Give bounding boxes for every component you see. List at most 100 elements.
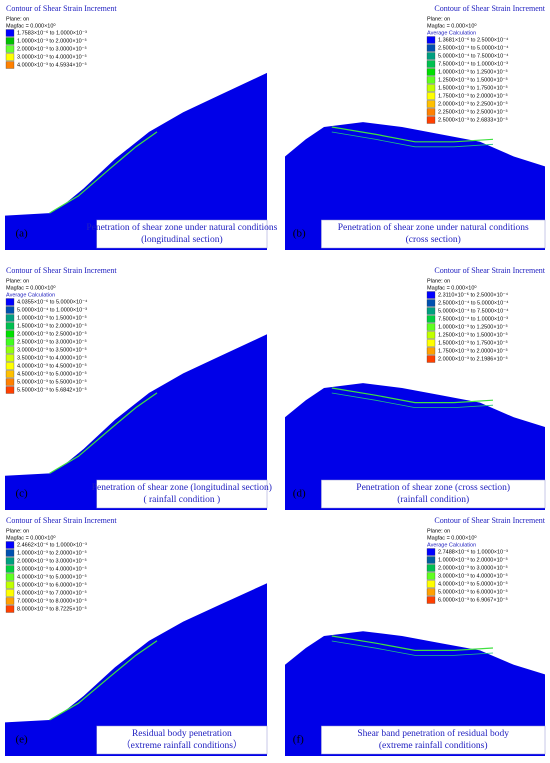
legend-header: Contour of Shear Strain Increment xyxy=(6,4,117,13)
legend-header: Contour of Shear Strain Increment xyxy=(434,516,545,525)
caption-line: ( rainfall condition ) xyxy=(143,494,220,505)
panel-label: (d) xyxy=(293,488,306,500)
caption-line: Residual body penetration xyxy=(132,729,232,739)
caption-line: (rainfall condition) xyxy=(397,494,469,505)
caption-line: (extreme rainfall conditions) xyxy=(379,740,488,751)
legend-entry: 2.5000×10⁻⁴ to 5.0000×10⁻⁴ xyxy=(438,299,509,306)
legend-entry: 2.0000×10⁻³ to 2.5000×10⁻³ xyxy=(17,331,87,337)
legend-swatch xyxy=(426,347,436,355)
legend-entry: 2.2500×10⁻³ to 2.5000×10⁻³ xyxy=(438,109,508,115)
panel: Contour of Shear Strain Increment Plane: … xyxy=(5,266,272,510)
caption-line: （extreme rainfall conditions） xyxy=(121,739,242,751)
legend-swatch xyxy=(5,322,15,330)
legend-swatch xyxy=(426,588,436,596)
legend-entry: 2.5000×10⁻⁴ to 5.0000×10⁻⁴ xyxy=(438,44,509,51)
magfac-info: Magfac = 0.000×10⁰ xyxy=(427,534,477,541)
legend-entry: 3.0000×10⁻³ to 3.5000×10⁻³ xyxy=(17,347,87,353)
legend-entry: 5.0000×10⁻⁴ to 7.5000×10⁻⁴ xyxy=(438,52,509,59)
legend-swatch xyxy=(426,291,436,299)
legend-entry: 1.5000×10⁻³ to 1.7500×10⁻³ xyxy=(438,85,508,91)
caption-line: Penetration of shear zone (cross section… xyxy=(356,482,510,493)
legend-entry: 2.0000×10⁻³ to 2.2500×10⁻³ xyxy=(438,101,508,107)
caption-line: Penetration of shear zone under natural … xyxy=(86,222,277,233)
legend-swatch xyxy=(5,362,15,370)
caption-box xyxy=(96,725,268,755)
legend-swatch xyxy=(5,346,15,354)
panel: Contour of Shear Strain Increment Plane: … xyxy=(285,4,546,250)
legend-entry: 1.7500×10⁻³ to 2.0000×10⁻³ xyxy=(438,93,508,99)
caption-line: Penetration of shear zone (longitudinal … xyxy=(92,482,272,493)
legend-entry: 2.5000×10⁻³ to 2.6833×10⁻³ xyxy=(438,117,508,123)
legend-entry: 7.0000×10⁻³ to 8.0000×10⁻³ xyxy=(17,598,87,604)
legend-swatch xyxy=(5,573,15,581)
legend-swatch xyxy=(5,589,15,597)
caption-box xyxy=(96,219,268,249)
legend-entry: 5.0000×10⁻³ to 6.0000×10⁻³ xyxy=(17,582,87,588)
legend-swatch xyxy=(426,307,436,315)
legend-swatch xyxy=(426,299,436,307)
legend-swatch xyxy=(5,605,15,613)
legend-entry: 2.0000×10⁻³ to 3.0000×10⁻³ xyxy=(17,46,87,52)
shear-band xyxy=(331,126,494,143)
legend-entry: 5.5000×10⁻³ to 5.6842×10⁻³ xyxy=(17,387,87,393)
legend-swatch xyxy=(5,306,15,314)
legend-entry: 6.0000×10⁻³ to 6.9067×10⁻³ xyxy=(438,597,508,603)
panel-label: (b) xyxy=(293,228,306,240)
legend-entry: 1.0000×10⁻³ to 2.0000×10⁻³ xyxy=(17,550,87,556)
shear-band xyxy=(49,640,158,721)
legend-entry: 5.0000×10⁻³ to 6.0000×10⁻³ xyxy=(438,589,508,595)
legend-swatch xyxy=(5,541,15,549)
legend-swatch xyxy=(426,52,436,60)
slope-model xyxy=(285,383,545,510)
panel: Contour of Shear Strain Increment Plane: … xyxy=(285,266,546,510)
legend-swatch xyxy=(5,37,15,45)
legend-header: Contour of Shear Strain Increment xyxy=(6,266,117,275)
legend-swatch xyxy=(426,596,436,604)
legend-swatch xyxy=(5,314,15,322)
slope-model xyxy=(285,122,545,250)
legend-swatch xyxy=(426,355,436,363)
legend-entry: 1.7583×10⁻⁶ to 1.0000×10⁻³ xyxy=(17,29,87,36)
shear-band xyxy=(331,131,494,148)
legend-entry: 5.0000×10⁻⁴ to 1.0000×10⁻³ xyxy=(17,306,87,313)
legend-swatch xyxy=(5,597,15,605)
legend-entry: 2.4662×10⁻⁶ to 1.0000×10⁻³ xyxy=(17,541,87,548)
legend-swatch xyxy=(5,581,15,589)
shear-band xyxy=(331,640,494,656)
legend-entry: 5.0000×10⁻³ to 5.5000×10⁻³ xyxy=(17,379,87,385)
legend-swatch xyxy=(426,331,436,339)
legend-entry: 7.5000×10⁻⁴ to 1.0000×10⁻³ xyxy=(438,315,508,322)
legend-swatch xyxy=(5,29,15,37)
legend-entry: 4.0355×10⁻⁶ to 5.0000×10⁻⁴ xyxy=(17,298,88,305)
slope-model xyxy=(5,72,267,251)
legend-entry: 1.0000×10⁻³ to 1.5000×10⁻³ xyxy=(17,315,87,321)
panel: Contour of Shear Strain Increment Plane: … xyxy=(5,4,278,251)
panel-label: (a) xyxy=(15,228,28,240)
legend-entry: 1.2500×10⁻³ to 1.5000×10⁻³ xyxy=(438,332,508,338)
calculation-info: Average Calculation xyxy=(427,542,476,548)
calculation-info: Average Calculation xyxy=(427,30,476,36)
slope-model xyxy=(5,583,267,756)
legend-swatch xyxy=(5,565,15,573)
legend-entry: 2.5000×10⁻³ to 3.0000×10⁻³ xyxy=(17,339,87,345)
legend-swatch xyxy=(426,323,436,331)
legend-entry: 2.3110×10⁻⁶ to 2.5000×10⁻⁴ xyxy=(438,291,509,298)
panel-label: (c) xyxy=(15,488,28,500)
magfac-info: Magfac = 0.000×10⁰ xyxy=(6,534,56,541)
legend-entry: 2.0000×10⁻³ to 3.0000×10⁻³ xyxy=(17,558,87,564)
legend-entry: 1.0000×10⁻³ to 1.2500×10⁻³ xyxy=(438,324,508,330)
legend-entry: 1.7500×10⁻³ to 2.0000×10⁻³ xyxy=(438,348,508,354)
plane-info: Plane: on xyxy=(427,278,450,284)
legend-swatch xyxy=(5,298,15,306)
legend-entry: 4.0000×10⁻³ to 5.0000×10⁻³ xyxy=(17,574,87,580)
legend-entry: 4.5000×10⁻³ to 5.0000×10⁻³ xyxy=(17,371,87,377)
legend-swatch xyxy=(5,45,15,53)
caption-line: (cross section) xyxy=(406,234,461,245)
legend-swatch xyxy=(5,53,15,61)
legend-swatch xyxy=(426,580,436,588)
caption-box xyxy=(321,725,546,755)
legend-header: Contour of Shear Strain Increment xyxy=(6,516,117,525)
legend-entry: 1.0000×10⁻³ to 2.0000×10⁻³ xyxy=(438,557,508,563)
slope-model xyxy=(285,631,545,756)
legend-swatch xyxy=(5,354,15,362)
